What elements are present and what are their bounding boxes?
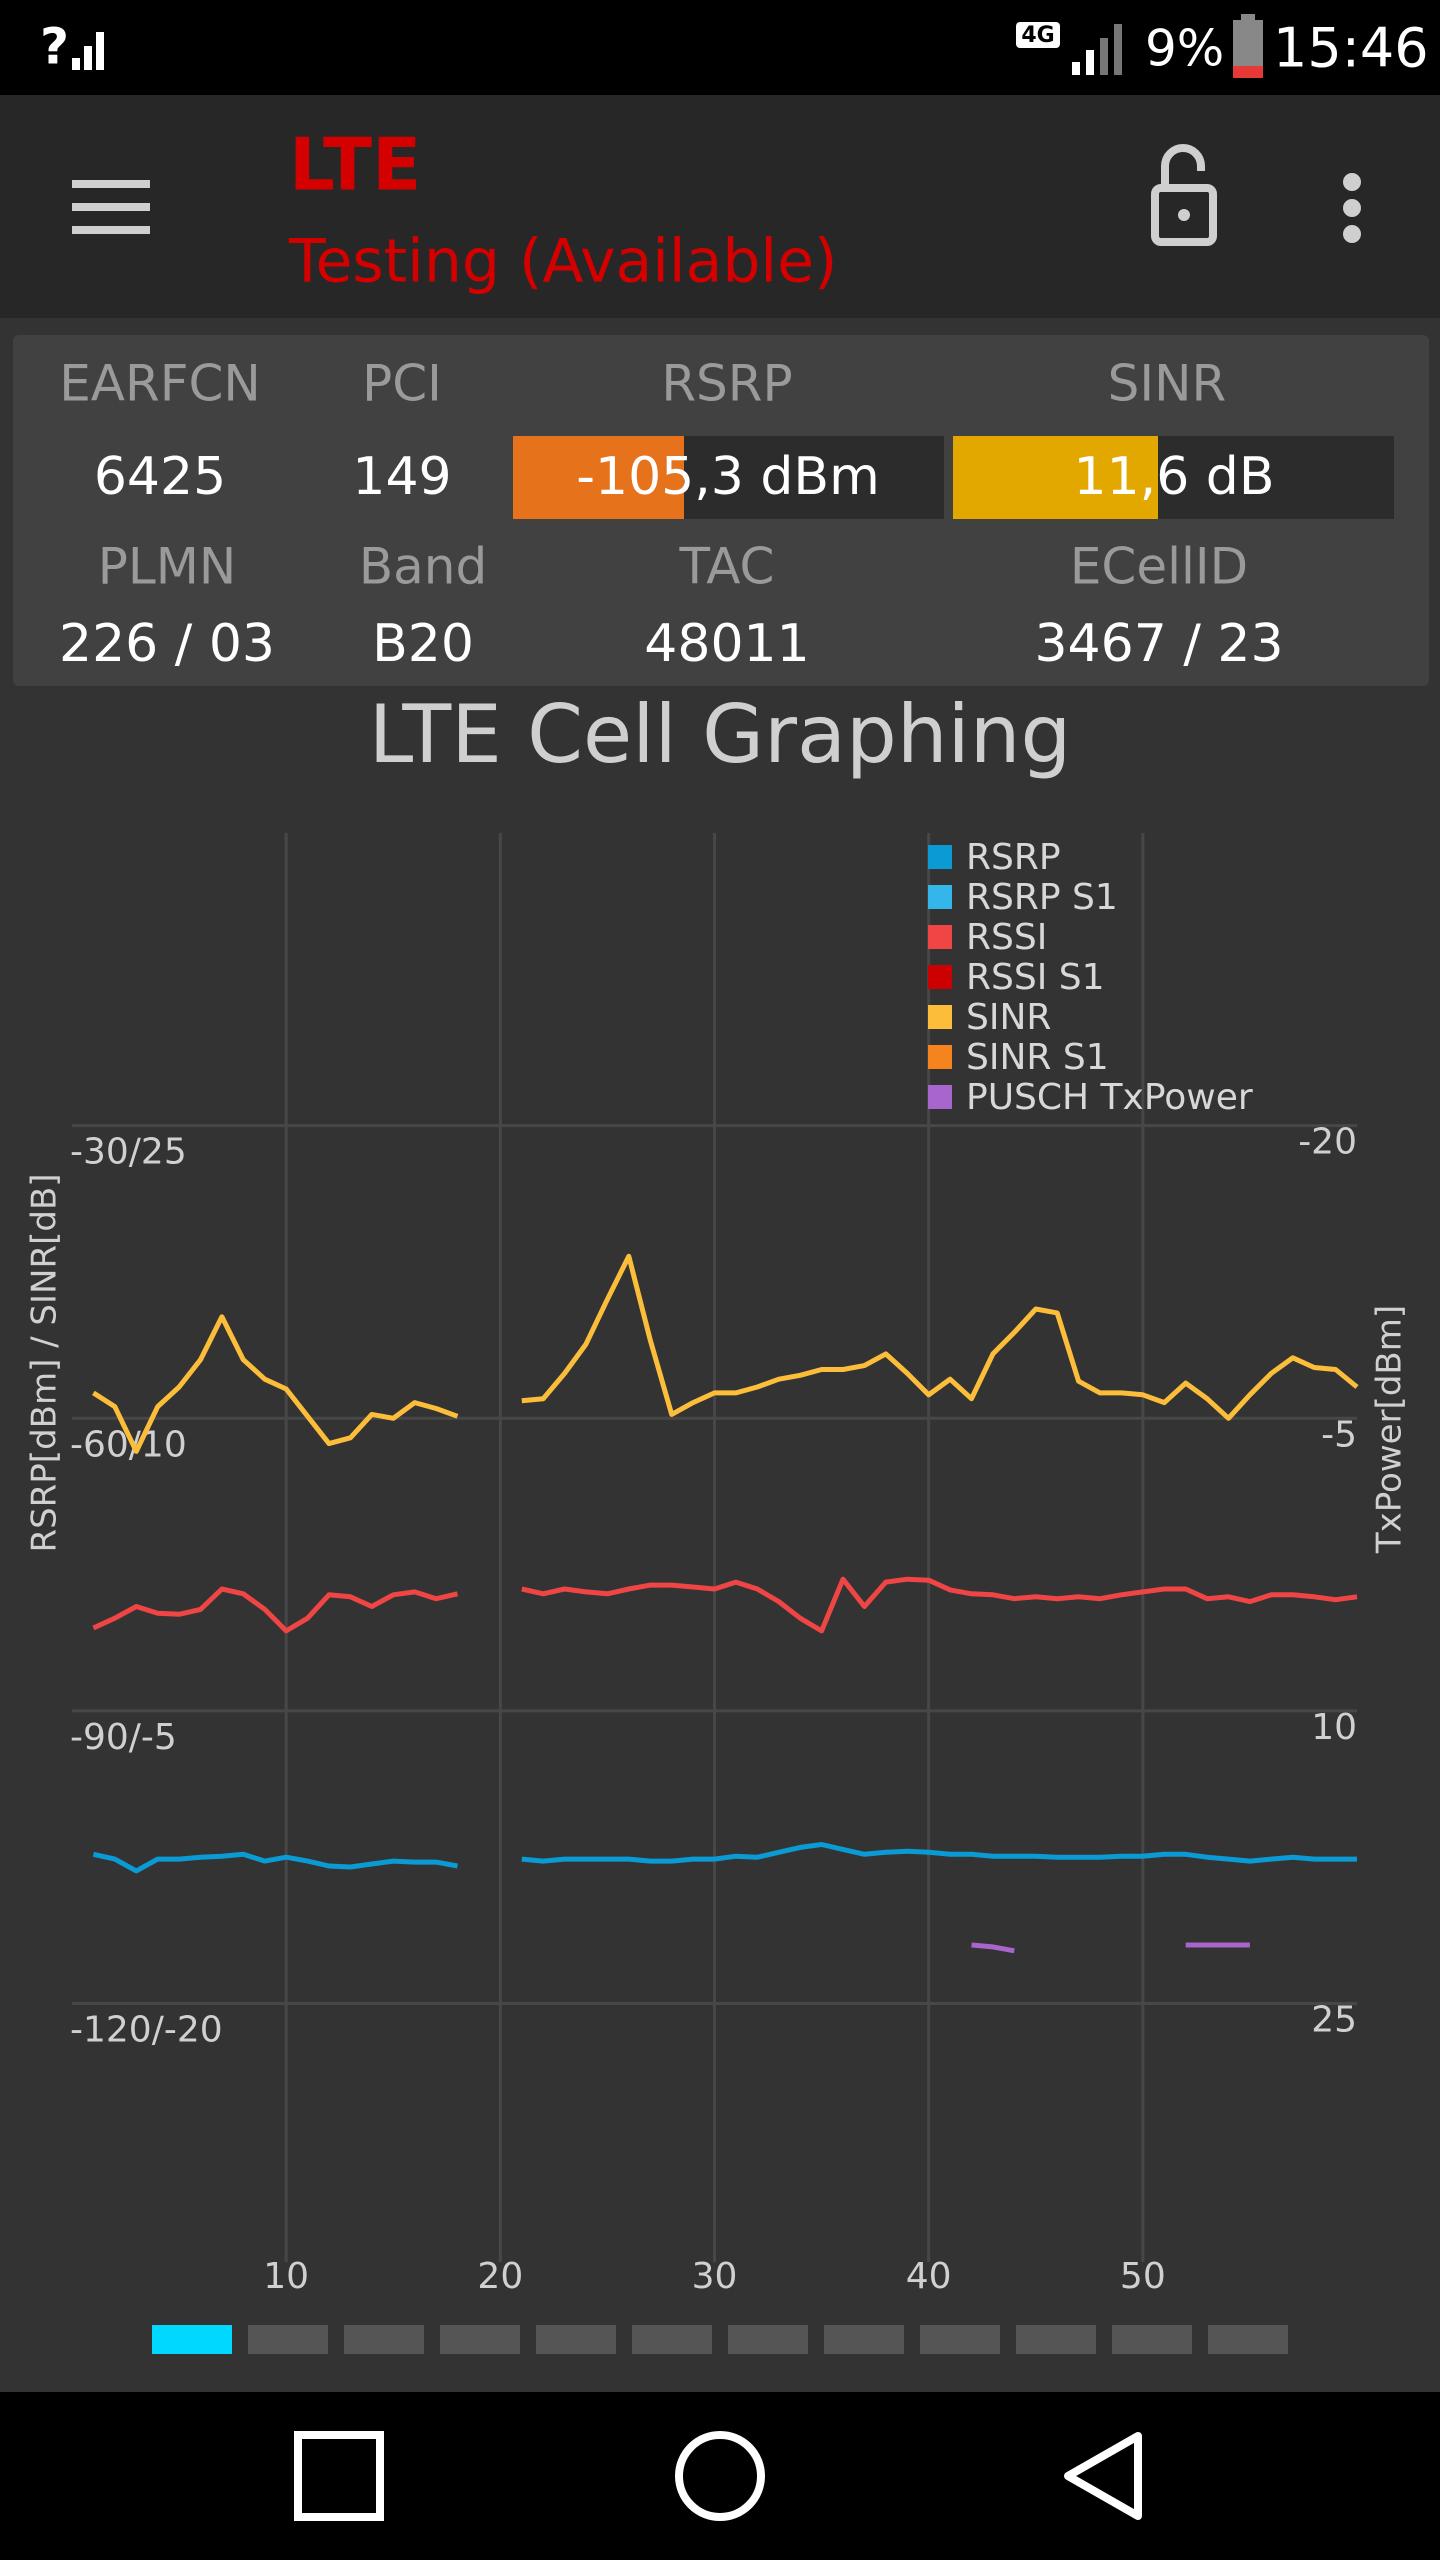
y-tick-label: -120/-20	[70, 2010, 223, 2051]
info-value: 3467 / 23	[1034, 614, 1283, 674]
x-tick-label: 50	[1120, 2256, 1166, 2297]
battery-percent: 9%	[1145, 20, 1224, 78]
plot: 10 20 30 40 50-30/25-60/10-90/-5-120/-20-20-…	[70, 833, 1359, 2297]
info-value: -105,3 dBm	[576, 447, 880, 507]
info-value: B20	[372, 614, 474, 674]
page-dot[interactable]	[824, 2325, 904, 2354]
series-line	[521, 1842, 1357, 1864]
page-dot[interactable]	[536, 2325, 616, 2354]
app-title: LTE	[289, 123, 421, 207]
page-dot[interactable]	[1016, 2325, 1096, 2354]
info-value: 11,6 dB	[1074, 447, 1275, 507]
legend-label: SINR	[966, 997, 1051, 1038]
page-dot[interactable]	[728, 2325, 808, 2354]
legend-label: RSRP S1	[966, 877, 1118, 918]
page-dot[interactable]	[1208, 2325, 1288, 2354]
y-tick-label: -30/25	[70, 1132, 187, 1173]
menu-button[interactable]	[72, 180, 150, 234]
clock: 15:46	[1273, 17, 1429, 80]
legend-swatch	[928, 965, 952, 989]
x-tick-label: 40	[906, 2256, 952, 2297]
sinr-bar-fill	[953, 436, 1158, 519]
legend-label: RSSI	[966, 917, 1047, 958]
legend-swatch	[928, 1005, 952, 1029]
y-tick-label: -90/-5	[70, 1717, 177, 1758]
legend-swatch	[928, 1045, 952, 1069]
info-label: PCI	[362, 355, 442, 413]
info-label: RSRP	[661, 355, 792, 413]
no-sim-mark: ?	[40, 18, 69, 76]
legend-label: SINR S1	[966, 1037, 1109, 1078]
y2-tick-label: -20	[1298, 1122, 1357, 1163]
app-bar	[0, 95, 1440, 318]
x-tick-label: 20	[477, 2256, 523, 2297]
page-dot[interactable]	[344, 2325, 424, 2354]
rsrp-bar-fill	[513, 436, 684, 519]
recents-button[interactable]	[294, 2431, 384, 2521]
legend-swatch	[928, 885, 952, 909]
y2-tick-label: -5	[1321, 1414, 1357, 1455]
network-type: 4G	[1021, 23, 1054, 48]
info-value: 48011	[644, 614, 809, 674]
series-line	[92, 1314, 459, 1454]
home-button[interactable]	[675, 2431, 765, 2521]
network-badge	[1016, 22, 1060, 48]
overflow-button[interactable]	[1343, 173, 1361, 243]
status-bar	[0, 0, 1440, 95]
page-dot[interactable]	[632, 2325, 712, 2354]
signal-icon: ?	[40, 18, 104, 76]
page-dot[interactable]	[248, 2325, 328, 2354]
lock-button[interactable]	[1151, 144, 1217, 246]
info-label: PLMN	[98, 538, 237, 596]
series-line	[521, 1576, 1358, 1634]
legend-swatch	[928, 1085, 952, 1109]
series-line	[521, 1253, 1359, 1421]
legend-label: PUSCH TxPower	[966, 1077, 1253, 1118]
info-label: SINR	[1108, 355, 1227, 413]
page-dot-active[interactable]	[152, 2325, 232, 2354]
x-tick-label: 10	[263, 2256, 309, 2297]
series-line	[92, 1586, 459, 1634]
info-value: 6425	[94, 447, 226, 507]
legend-swatch	[928, 845, 952, 869]
legend-label: RSSI S1	[966, 957, 1105, 998]
page-dot[interactable]	[1112, 2325, 1192, 2354]
info-value: 226 / 03	[59, 614, 275, 674]
info-label: TAC	[679, 538, 775, 596]
nav-bar	[0, 2392, 1440, 2560]
chart-title: LTE Cell Graphing	[369, 688, 1071, 781]
app-subtitle: Testing (Available)	[288, 227, 837, 297]
battery-icon	[1233, 14, 1263, 78]
legend-label: RSRP	[966, 837, 1061, 878]
legend-swatch	[928, 925, 952, 949]
series-line	[971, 1942, 1015, 1954]
cell-signal-icon	[1072, 24, 1122, 75]
y2-tick-label: 25	[1311, 2000, 1357, 2041]
y-axis-title: RSRP[dBm] / SINR[dB]	[25, 1173, 65, 1552]
y2-axis-title: TxPower[dBm]	[1370, 1305, 1410, 1554]
info-label: Band	[359, 538, 487, 596]
page-dot[interactable]	[920, 2325, 1000, 2354]
y2-tick-label: 10	[1311, 1707, 1357, 1748]
info-label: ECellID	[1070, 538, 1248, 596]
page-dot[interactable]	[440, 2325, 520, 2354]
page-indicator	[152, 2325, 1288, 2354]
info-label: EARFCN	[59, 355, 261, 413]
info-value: 149	[352, 447, 451, 507]
series-line	[92, 1851, 458, 1874]
back-button[interactable]	[1064, 2432, 1142, 2520]
x-tick-label: 30	[692, 2256, 738, 2297]
